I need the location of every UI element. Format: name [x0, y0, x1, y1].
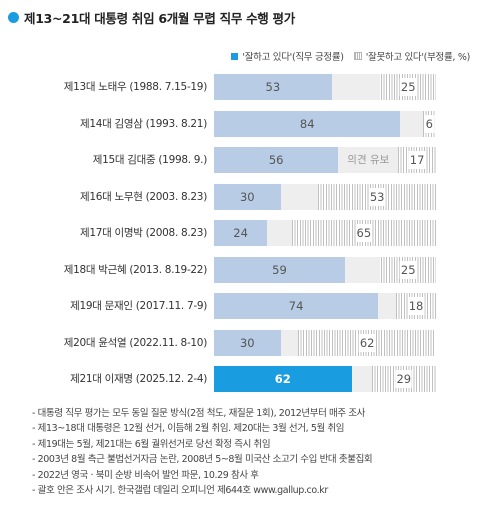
- undecided-bar: [400, 110, 423, 137]
- positive-bar: [214, 256, 345, 283]
- chart-title: 제13~21대 대통령 취임 6개월 무렵 직무 수행 평가: [24, 11, 295, 26]
- positive-value-label: 74: [288, 299, 304, 313]
- category-label: 제21대 이재명 (2025.12. 2-4): [70, 373, 207, 385]
- undecided-bar: [331, 74, 381, 100]
- legend-item-negative: '잘못하고 있다'(부정률, %): [353, 49, 471, 63]
- negative-value-label: 65: [355, 224, 373, 242]
- category-label: 제14대 김영삼 (1993. 8.21): [79, 117, 207, 130]
- bar-track: 53 25: [214, 74, 436, 100]
- title-row: 제13~21대 대통령 취임 6개월 무렵 직무 수행 평가: [8, 8, 295, 27]
- bar-track: 30 53: [214, 183, 436, 210]
- legend-label-positive: '잘하고 있다'(직무 긍정률): [242, 52, 344, 63]
- positive-bar: [214, 220, 268, 246]
- legend-item-positive: '잘하고 있다'(직무 긍정률): [231, 49, 344, 63]
- bar-row: 제15대 김대중 (1998. 9.) 56 17 의견 유보: [0, 145, 480, 175]
- category-label: 제19대 문재인 (2017.11. 7-9): [70, 300, 207, 312]
- positive-bar: [214, 183, 281, 210]
- bar-row: 제13대 노태우 (1988. 7.15-19) 53 25: [0, 72, 480, 102]
- bar-track: 30 62: [214, 329, 436, 356]
- footnote: - 괄호 안은 조사 시기. 한국갤럽 데일리 오피니언 제644호 www.g…: [32, 485, 328, 497]
- category-label: 제15대 김대중 (1998. 9.): [92, 154, 208, 166]
- negative-value-label: 17: [408, 151, 426, 169]
- undecided-bar: [280, 183, 319, 210]
- category-label: 제13대 노태우 (1988. 7.15-19): [63, 81, 208, 93]
- bar-row: 제19대 문재인 (2017.11. 7-9) 74 18: [0, 291, 480, 321]
- undecided-annotation: 의견 유보: [347, 154, 390, 166]
- bar-row: 제17대 이명박 (2008. 8.23) 24 65: [0, 218, 480, 248]
- category-label: 제20대 윤석열 (2022.11. 8-10): [63, 336, 208, 349]
- undecided-bar: [378, 293, 397, 319]
- positive-value-label: 30: [239, 189, 255, 204]
- negative-value-label: 25: [399, 78, 417, 96]
- footnote: - 제13~18대 대통령은 12월 선거, 이듬해 2월 취임. 제20대는 …: [32, 423, 345, 435]
- title-bullet-icon: [8, 12, 19, 23]
- negative-value-label: 25: [399, 260, 417, 279]
- bar-track: 24 65: [214, 220, 436, 246]
- positive-bar: [214, 147, 339, 173]
- positive-bar: [214, 293, 379, 319]
- undecided-bar: [280, 329, 299, 356]
- footnotes: - 대통령 직무 평가는 모두 동일 질문 방식(2점 척도, 재질문 1회),…: [32, 406, 373, 498]
- bar-row: 제14대 김영삼 (1993. 8.21) 84 6: [0, 109, 480, 139]
- category-label: 제17대 이명박 (2008. 8.23): [79, 227, 207, 239]
- undecided-bar: [338, 147, 399, 173]
- positive-value-label: 56: [268, 153, 284, 167]
- bar-track: 74 18: [214, 293, 436, 319]
- bar-track: 59 25: [214, 256, 436, 283]
- negative-value-label: 6: [424, 114, 434, 133]
- bar-row: 제21대 이재명 (2025.12. 2-4) 62 29: [0, 364, 480, 394]
- negative-value-label: 53: [368, 187, 386, 206]
- positive-value-label: 53: [265, 80, 281, 94]
- positive-value-label: 62: [274, 372, 291, 386]
- undecided-bar: [344, 256, 381, 283]
- legend-label-negative: '잘못하고 있다'(부정률, %): [365, 52, 471, 63]
- bar-row: 제20대 윤석열 (2022.11. 8-10) 30 62: [0, 328, 480, 358]
- legend-swatch-negative: [353, 52, 362, 60]
- positive-value-label: 30: [239, 335, 255, 350]
- category-label: 제16대 노무현 (2003. 8.23): [79, 190, 207, 203]
- negative-value-label: 18: [407, 297, 425, 315]
- legend-swatch-positive: [231, 52, 239, 60]
- positive-bar: [214, 329, 281, 356]
- negative-value-label: 29: [395, 370, 413, 388]
- bar-row: 제18대 박근혜 (2013. 8.19-22) 59 25: [0, 255, 480, 285]
- bar-row: 제16대 노무현 (2003. 8.23) 30 53: [0, 182, 480, 212]
- negative-value-label: 62: [358, 333, 376, 352]
- legend: '잘하고 있다'(직무 긍정률) '잘못하고 있다'(부정률, %): [150, 49, 470, 63]
- category-label: 제18대 박근혜 (2013. 8.19-22): [63, 263, 208, 276]
- bar-track: 84 6: [214, 110, 436, 137]
- positive-value-label: 59: [272, 262, 287, 277]
- footnote: - 2003년 8월 측근 불법선거자금 논란, 2008년 5~8월 미국산 …: [32, 454, 373, 466]
- footnote: - 2022년 영국 · 북미 순방 비속어 발언 파문, 10.29 참사 후: [32, 469, 259, 481]
- footnote: - 대통령 직무 평가는 모두 동일 질문 방식(2점 척도, 재질문 1회),…: [32, 408, 366, 419]
- undecided-bar: [351, 366, 372, 392]
- bar-track: 56 17 의견 유보: [214, 147, 436, 173]
- positive-bar: [214, 110, 401, 137]
- positive-bar: [214, 366, 352, 392]
- undecided-bar: [267, 220, 292, 246]
- positive-value-label: 84: [299, 116, 315, 131]
- positive-bar: [214, 74, 332, 100]
- positive-value-label: 24: [233, 226, 248, 240]
- footnote: - 제19대는 5월, 제21대는 6월 궐위선거로 당선 확정 즉시 취임: [32, 438, 271, 450]
- bar-track: 62 29: [214, 366, 436, 392]
